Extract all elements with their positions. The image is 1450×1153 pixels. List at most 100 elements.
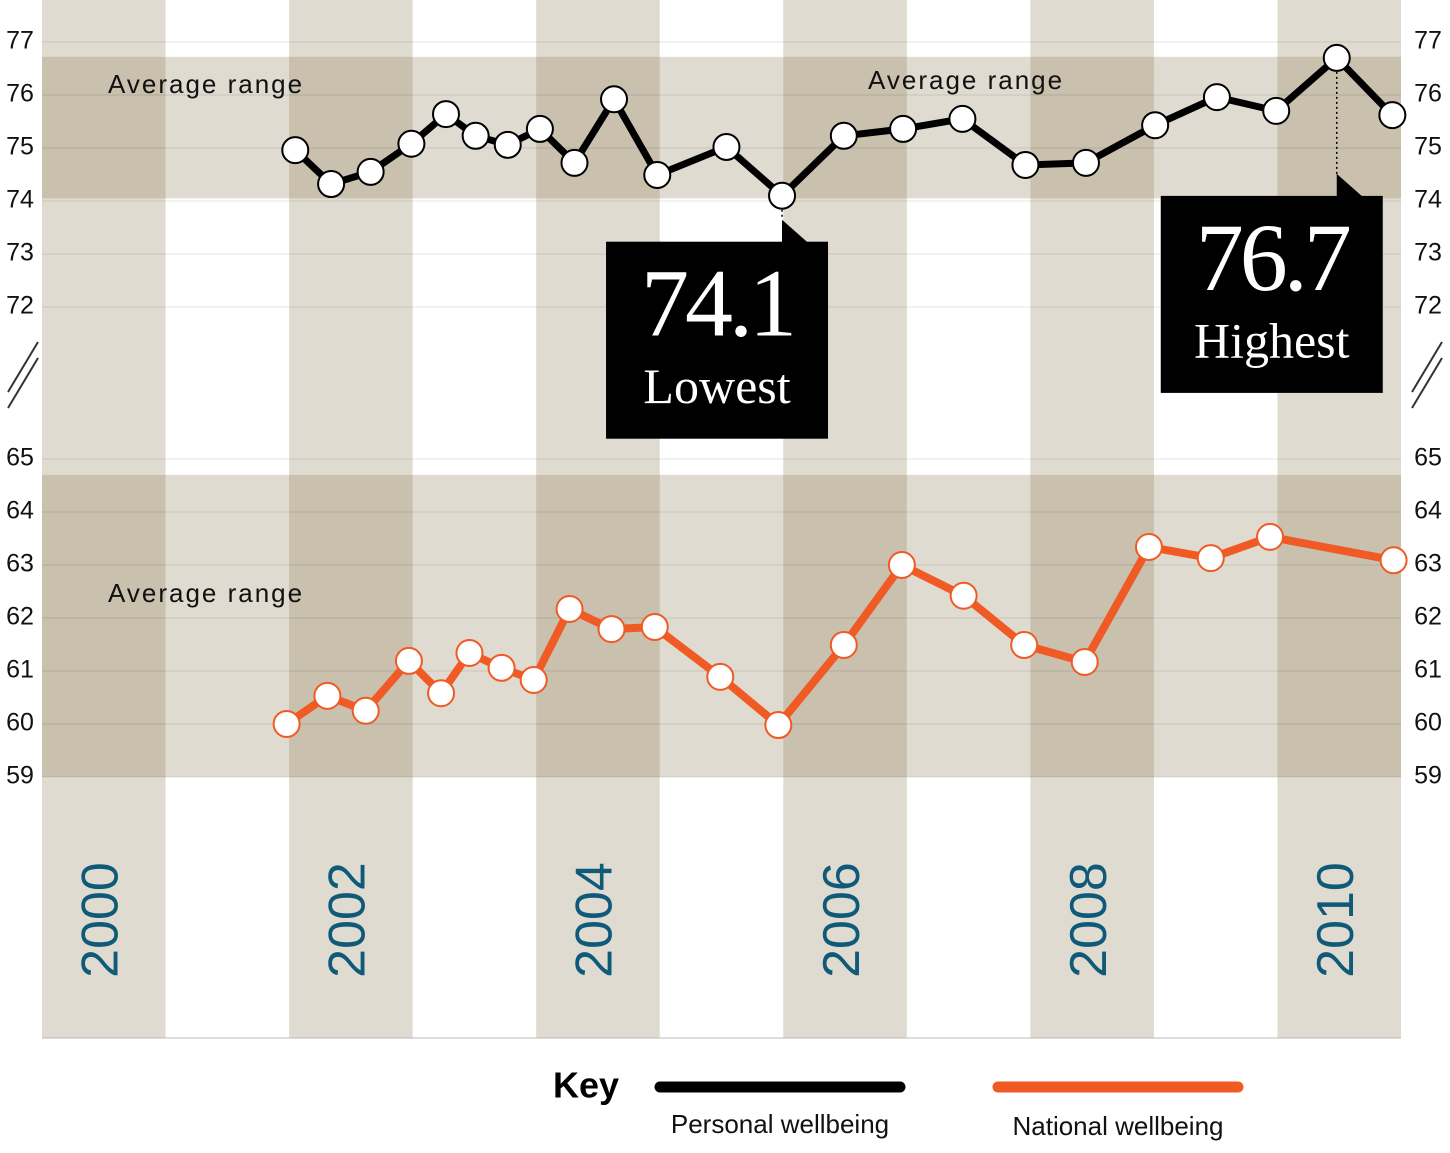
- marker: [640, 613, 669, 642]
- y-tick-label: 61: [1414, 656, 1442, 684]
- year-band: [289, 0, 413, 1038]
- y-tick-label: 74: [6, 186, 34, 214]
- marker: [829, 631, 858, 660]
- marker: [1322, 43, 1351, 72]
- marker: [1010, 631, 1039, 660]
- y-tick-label: 59: [6, 762, 34, 790]
- marker: [1071, 148, 1100, 177]
- marker: [764, 711, 793, 740]
- marker: [427, 679, 456, 708]
- y-tick-label: 64: [6, 497, 34, 525]
- y-tick-label: 73: [6, 239, 34, 267]
- marker: [887, 551, 916, 579]
- marker: [493, 130, 522, 159]
- marker: [272, 710, 301, 738]
- callout-label: Lowest: [643, 358, 790, 414]
- callout-value: 76.7: [1196, 204, 1350, 311]
- marker: [313, 681, 342, 710]
- x-tick-label: 2000: [72, 862, 130, 978]
- marker: [555, 594, 584, 623]
- y-tick-label: 77: [1414, 27, 1442, 55]
- marker: [1379, 546, 1408, 575]
- marker: [1262, 96, 1291, 125]
- marker: [768, 181, 797, 210]
- marker: [597, 615, 626, 644]
- break-mark: [1411, 341, 1443, 393]
- annotation: Average range: [108, 69, 304, 99]
- y-tick-label: 76: [6, 80, 34, 108]
- axis-break: [7, 341, 1443, 409]
- marker: [461, 121, 490, 150]
- marker: [1196, 544, 1225, 573]
- x-tick-label: 2004: [566, 862, 624, 978]
- marker: [487, 653, 516, 682]
- y-tick-label: 75: [6, 133, 34, 161]
- legend-label: Personal wellbeing: [671, 1109, 889, 1139]
- series-line: [284, 532, 1395, 730]
- marker: [560, 148, 589, 177]
- callout-tail: [1336, 173, 1363, 197]
- y-tick-label: 60: [1414, 709, 1442, 737]
- callout-box: [606, 241, 829, 439]
- y-tick-label: 74: [1414, 186, 1442, 214]
- year-band: [1277, 0, 1401, 1038]
- callout-tail: [782, 219, 809, 243]
- marker: [706, 662, 735, 691]
- annotation: Average range: [108, 578, 304, 608]
- break-mark: [7, 341, 39, 393]
- marker: [829, 121, 858, 150]
- y-tick-label: 59: [1414, 762, 1442, 790]
- marker: [431, 100, 460, 129]
- y-tick-label: 63: [6, 550, 34, 578]
- y-tick-label: 60: [6, 709, 34, 737]
- marker: [949, 581, 978, 610]
- marker: [356, 157, 385, 186]
- x-tick-label: 2006: [813, 862, 871, 978]
- y-tick-label: 62: [6, 603, 34, 631]
- marker: [1202, 83, 1231, 112]
- marker: [600, 85, 629, 114]
- x-tick-label: 2010: [1307, 862, 1365, 978]
- marker: [394, 646, 423, 675]
- y-tick-label: 77: [6, 27, 34, 55]
- marker: [948, 104, 977, 133]
- background-layer: [42, 0, 1401, 1038]
- y-tick-label: 65: [1414, 444, 1442, 472]
- break-mark: [1411, 357, 1443, 409]
- marker: [643, 161, 672, 190]
- marker: [317, 170, 346, 199]
- y-tick-label: 65: [6, 444, 34, 472]
- average-range-band: [42, 474, 1401, 777]
- marker: [1134, 532, 1163, 561]
- y-tick-label: 64: [1414, 497, 1442, 525]
- y-tick-label: 76: [1414, 80, 1442, 108]
- callout-label: Highest: [1194, 312, 1350, 368]
- y-tick-label: 75: [1414, 133, 1442, 161]
- y-tick-label: 72: [1414, 292, 1442, 320]
- break-mark: [7, 357, 39, 409]
- marker: [1378, 101, 1407, 130]
- marker: [525, 114, 554, 143]
- y-tick-label: 61: [6, 656, 34, 684]
- average-range-band: [42, 56, 1401, 199]
- marker: [889, 114, 918, 143]
- x-tick-label: 2002: [319, 862, 377, 978]
- x-tick-label: 2008: [1060, 862, 1118, 978]
- marker: [281, 136, 310, 165]
- marker: [519, 666, 548, 695]
- y-tick-label: 72: [6, 292, 34, 320]
- y-tick-label: 62: [1414, 603, 1442, 631]
- year-band: [536, 0, 660, 1038]
- annotation: Average range: [868, 65, 1064, 95]
- legend-label: National wellbeing: [1012, 1111, 1223, 1141]
- marker: [1141, 111, 1170, 140]
- callout-value: 74.1: [641, 250, 793, 357]
- callout-box: [1160, 195, 1383, 393]
- year-band: [42, 0, 166, 1038]
- marker: [712, 132, 741, 161]
- marker: [351, 696, 380, 725]
- y-tick-label: 73: [1414, 239, 1442, 267]
- marker: [1070, 647, 1099, 676]
- y-tick-label: 63: [1414, 550, 1442, 578]
